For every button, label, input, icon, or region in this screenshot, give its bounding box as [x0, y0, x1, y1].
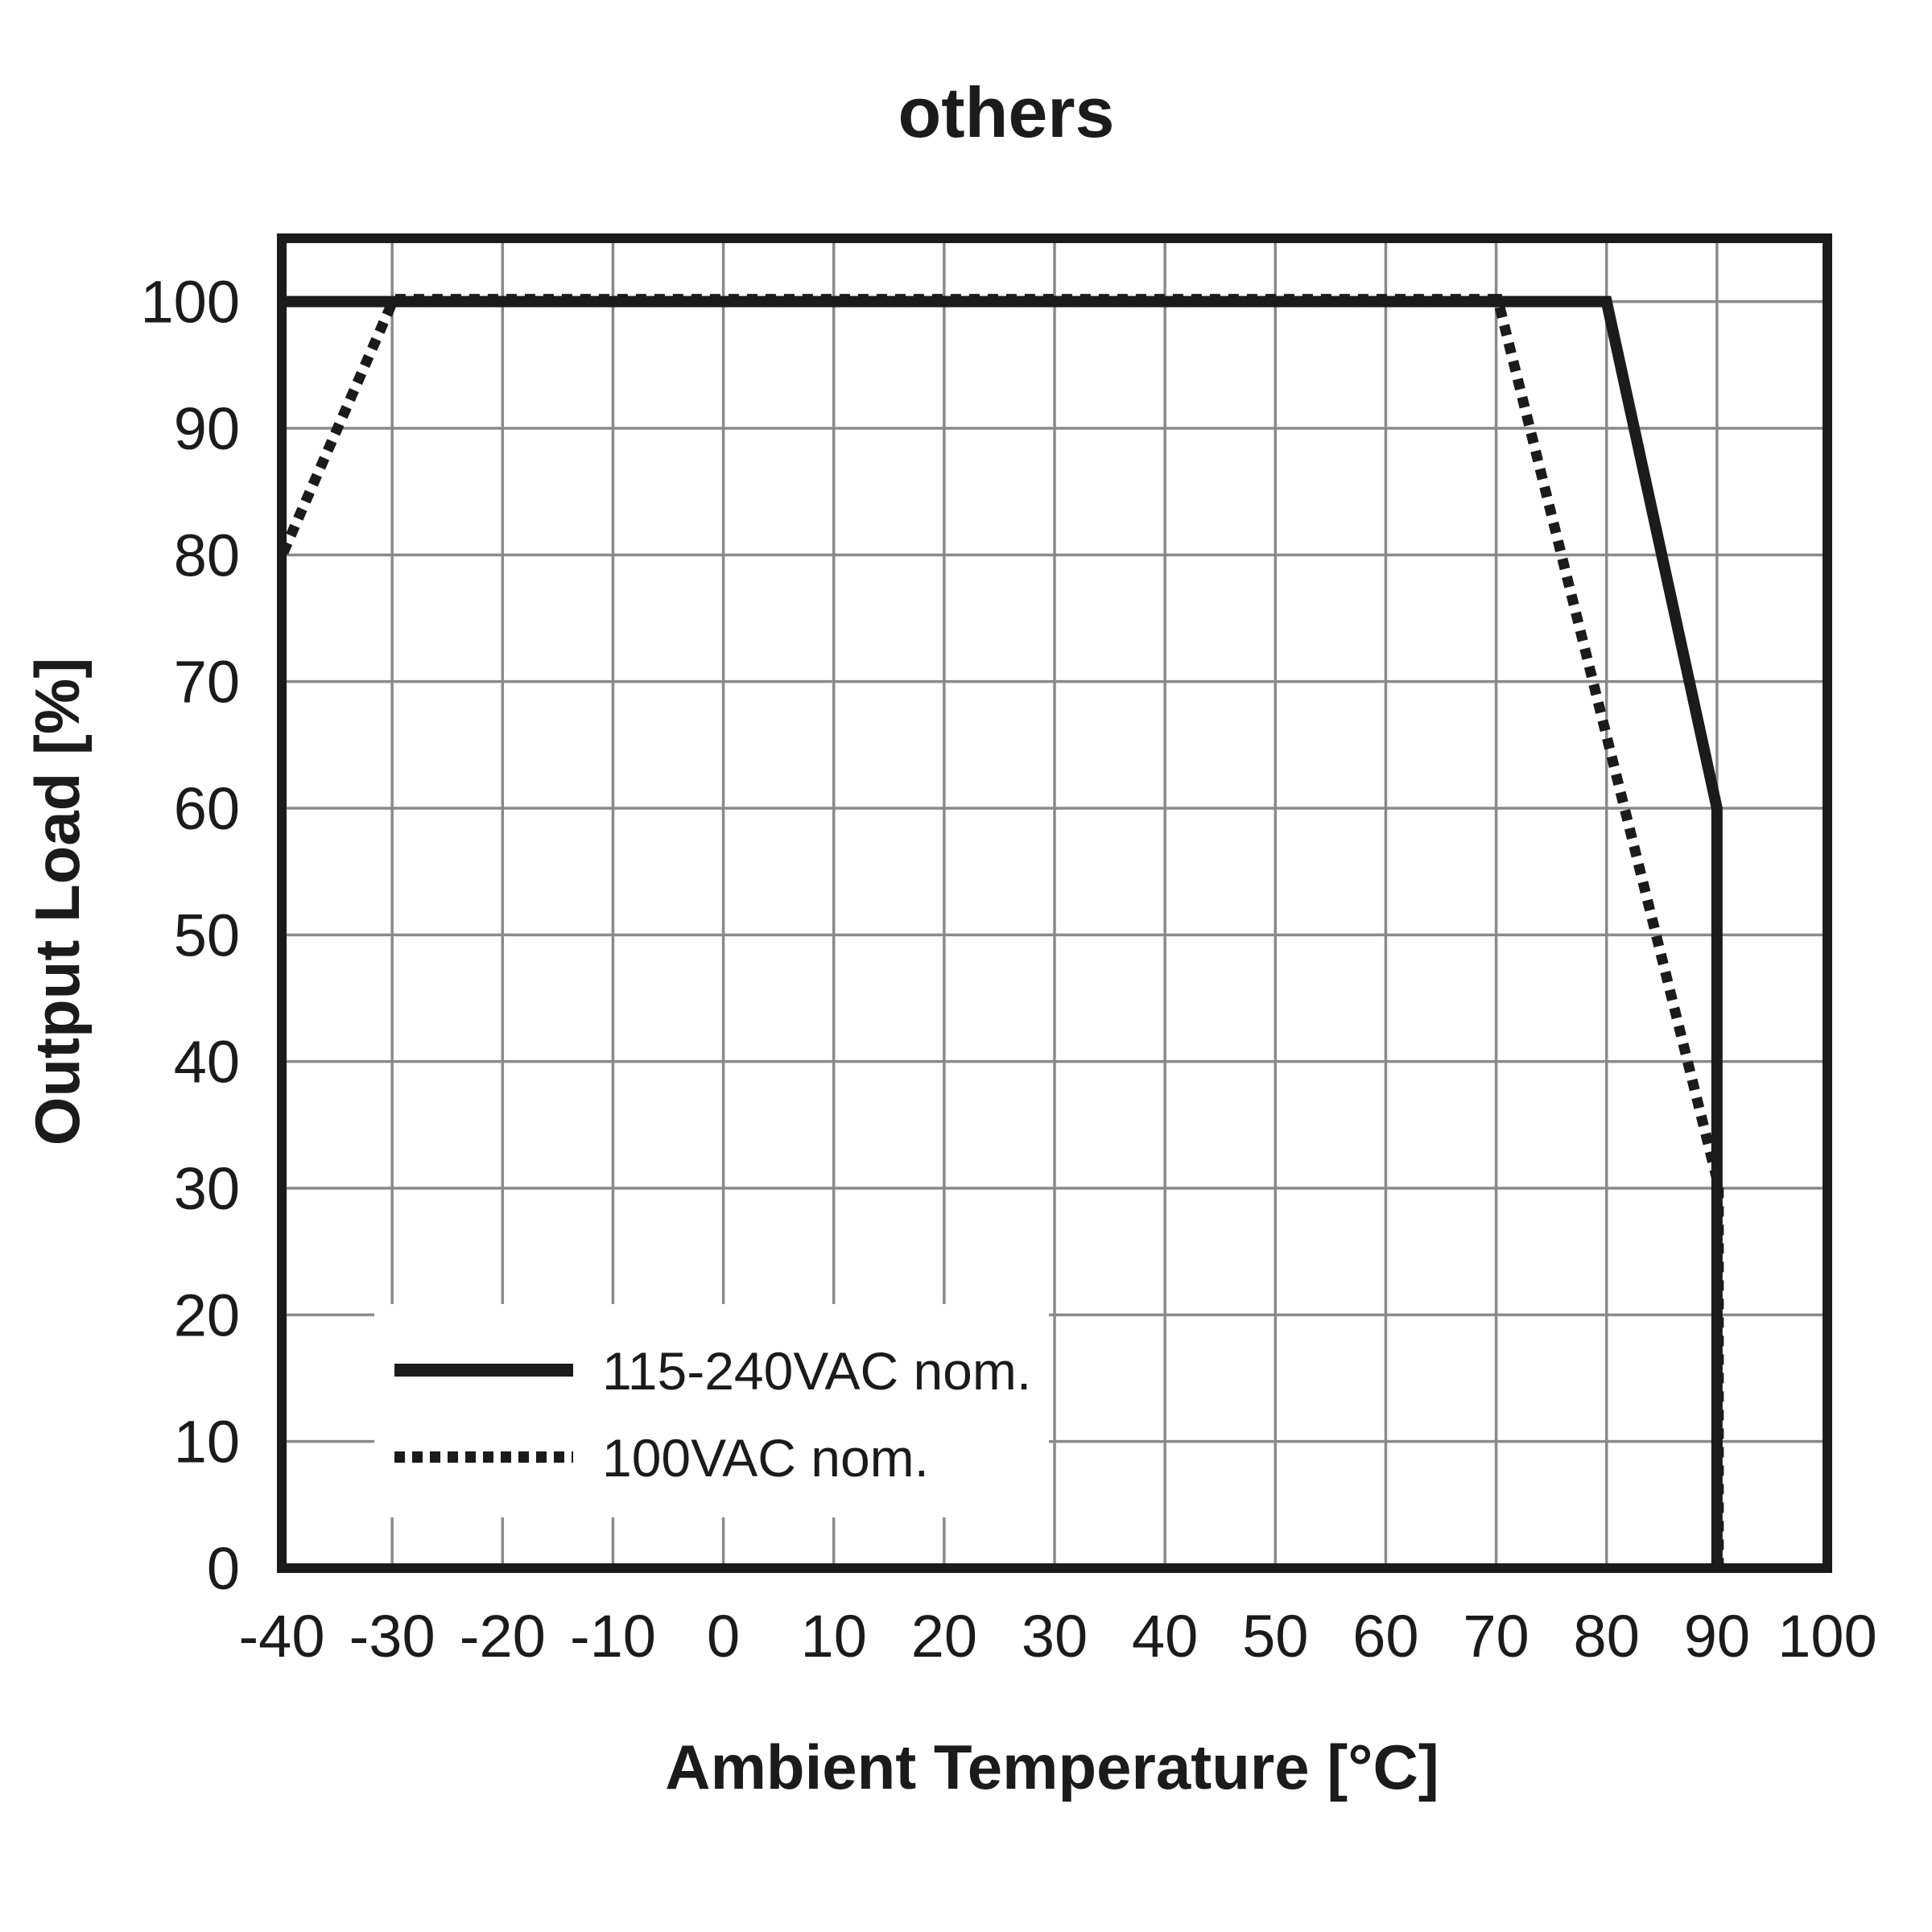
y-tick-label: 90	[174, 395, 240, 462]
y-tick-label: 70	[174, 649, 240, 716]
x-tick-label: 30	[1022, 1603, 1088, 1670]
legend-background	[374, 1304, 1049, 1517]
x-tick-label: -20	[460, 1603, 546, 1670]
y-axis-tick-labels: 0 10 20 30 40 50 60 70 80 90 100	[141, 269, 240, 1602]
legend-label-115-240vac: 115-240VAC nom.	[602, 1341, 1031, 1401]
x-tick-label: 10	[801, 1603, 867, 1670]
x-tick-label: 20	[911, 1603, 977, 1670]
x-tick-label: -30	[349, 1603, 436, 1670]
x-tick-label: 0	[707, 1603, 740, 1670]
x-tick-label: 60	[1352, 1603, 1418, 1670]
y-tick-label: 60	[174, 775, 240, 842]
series-100vac-dotted-line	[279, 294, 1724, 1566]
y-tick-label: 100	[141, 269, 240, 336]
x-tick-label: 70	[1463, 1603, 1529, 1670]
x-axis-title: Ambient Temperature [°C]	[665, 1732, 1439, 1802]
x-axis-tick-labels: -40 -30 -20 -10 0 10 20 30 40 50 60 70 80 90 100	[239, 1603, 1877, 1670]
x-tick-label: -10	[570, 1603, 656, 1670]
y-tick-label: 80	[174, 522, 240, 588]
y-tick-label: 10	[174, 1409, 240, 1476]
y-tick-label: 20	[174, 1282, 240, 1348]
legend: 115-240VAC nom. 100VAC nom.	[374, 1304, 1049, 1517]
x-tick-label: -40	[239, 1603, 325, 1670]
legend-label-100vac: 100VAC nom.	[602, 1428, 929, 1488]
y-tick-label: 50	[174, 902, 240, 968]
x-tick-label: 40	[1132, 1603, 1198, 1670]
x-tick-label: 100	[1777, 1603, 1876, 1670]
x-tick-label: 80	[1574, 1603, 1640, 1670]
y-tick-label: 40	[174, 1029, 240, 1096]
chart-title: others	[898, 72, 1115, 152]
data-series	[279, 294, 1724, 1568]
y-tick-label: 0	[207, 1535, 240, 1602]
y-tick-label: 30	[174, 1155, 240, 1222]
plot-frame	[277, 233, 1832, 1573]
y-axis-title: Output Load [%]	[22, 658, 93, 1146]
x-tick-label: 90	[1684, 1603, 1750, 1670]
x-tick-label: 50	[1242, 1603, 1308, 1670]
